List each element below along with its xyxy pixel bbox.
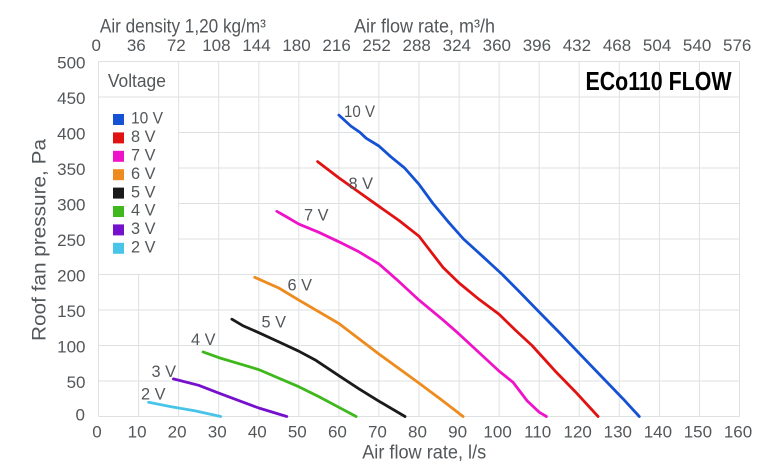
svg-text:400: 400 xyxy=(57,125,85,144)
svg-text:200: 200 xyxy=(57,267,85,286)
svg-text:140: 140 xyxy=(644,422,672,441)
svg-text:7 V: 7 V xyxy=(304,206,329,225)
svg-text:150: 150 xyxy=(57,302,85,321)
svg-text:130: 130 xyxy=(604,422,632,441)
svg-text:250: 250 xyxy=(57,231,85,250)
svg-text:2 V: 2 V xyxy=(131,238,156,257)
svg-text:160: 160 xyxy=(724,422,752,441)
svg-text:540: 540 xyxy=(683,36,711,55)
svg-text:5 V: 5 V xyxy=(262,313,287,332)
svg-text:324: 324 xyxy=(443,36,471,55)
svg-text:10 V: 10 V xyxy=(131,109,164,128)
svg-text:5 V: 5 V xyxy=(131,182,156,201)
svg-text:60: 60 xyxy=(328,422,347,441)
svg-text:6 V: 6 V xyxy=(131,164,156,183)
svg-text:504: 504 xyxy=(643,36,671,55)
svg-text:110: 110 xyxy=(524,422,551,441)
svg-text:144: 144 xyxy=(242,36,270,55)
svg-text:50: 50 xyxy=(67,373,86,392)
svg-text:100: 100 xyxy=(483,422,511,441)
svg-text:36: 36 xyxy=(127,36,146,55)
svg-text:432: 432 xyxy=(563,36,591,55)
svg-text:4 V: 4 V xyxy=(191,330,216,349)
svg-text:10: 10 xyxy=(128,422,147,441)
svg-text:252: 252 xyxy=(362,36,390,55)
svg-text:360: 360 xyxy=(483,36,511,55)
svg-text:0: 0 xyxy=(91,36,100,55)
svg-text:576: 576 xyxy=(723,36,751,55)
svg-text:50: 50 xyxy=(288,422,307,441)
svg-text:80: 80 xyxy=(408,422,427,441)
svg-text:72: 72 xyxy=(167,36,186,55)
svg-text:70: 70 xyxy=(368,422,387,441)
svg-text:Voltage: Voltage xyxy=(108,70,166,91)
svg-text:Air density 1,20 kg/m³: Air density 1,20 kg/m³ xyxy=(100,16,266,38)
svg-text:468: 468 xyxy=(603,36,631,55)
svg-text:300: 300 xyxy=(57,196,85,215)
svg-text:6 V: 6 V xyxy=(288,276,313,295)
svg-text:20: 20 xyxy=(168,422,187,441)
svg-text:108: 108 xyxy=(202,36,230,55)
svg-text:7 V: 7 V xyxy=(131,146,156,165)
svg-text:396: 396 xyxy=(523,36,551,55)
svg-text:40: 40 xyxy=(248,422,267,441)
svg-text:150: 150 xyxy=(684,422,712,441)
svg-text:4 V: 4 V xyxy=(131,201,156,220)
svg-text:0: 0 xyxy=(92,422,101,441)
svg-text:3 V: 3 V xyxy=(152,362,177,381)
svg-text:8 V: 8 V xyxy=(131,127,156,146)
svg-text:2 V: 2 V xyxy=(141,384,166,403)
svg-text:Roof fan pressure, Pa: Roof fan pressure, Pa xyxy=(30,139,51,341)
svg-text:180: 180 xyxy=(282,36,310,55)
svg-text:30: 30 xyxy=(208,422,227,441)
svg-text:ECo110 FLOW: ECo110 FLOW xyxy=(586,66,732,96)
svg-text:288: 288 xyxy=(403,36,431,55)
svg-text:0: 0 xyxy=(76,405,85,424)
svg-text:120: 120 xyxy=(564,422,592,441)
svg-text:450: 450 xyxy=(57,89,85,108)
svg-text:Air flow rate, m³/h: Air flow rate, m³/h xyxy=(354,16,495,38)
svg-text:500: 500 xyxy=(57,54,85,73)
svg-text:8 V: 8 V xyxy=(349,174,374,193)
svg-text:216: 216 xyxy=(322,36,350,55)
svg-text:350: 350 xyxy=(57,160,85,179)
svg-text:Air flow rate, l/s: Air flow rate, l/s xyxy=(362,443,486,464)
svg-text:10 V: 10 V xyxy=(344,102,376,121)
svg-text:90: 90 xyxy=(448,422,467,441)
svg-text:100: 100 xyxy=(57,338,85,357)
svg-text:3 V: 3 V xyxy=(131,219,156,238)
